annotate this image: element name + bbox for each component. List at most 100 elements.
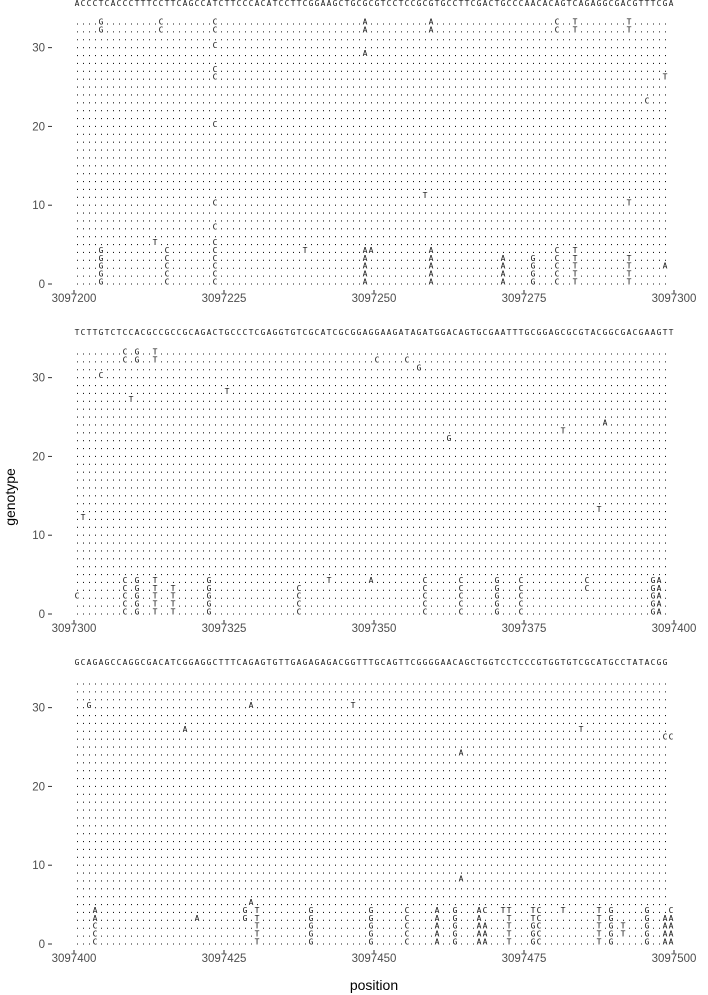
mutation-base: G <box>99 262 104 271</box>
mutation-base: G <box>243 914 248 923</box>
mutation-base: T <box>597 930 602 939</box>
mutation-base: A <box>363 246 368 255</box>
reference-base: C <box>531 658 536 667</box>
mutation-base: A <box>363 18 368 27</box>
mutation-halo <box>446 434 452 442</box>
reference-base: G <box>261 658 266 667</box>
mutation-base: A <box>657 576 662 585</box>
mutation-base: C <box>537 922 542 931</box>
reference-base: T <box>639 0 644 8</box>
mutation-halo <box>608 930 614 938</box>
y-tick-label: 10 <box>32 860 45 872</box>
reference-base: T <box>507 328 512 337</box>
reference-base: C <box>615 658 620 667</box>
reference-base: G <box>441 328 446 337</box>
mutation-base: G <box>495 600 500 609</box>
reference-base: C <box>81 658 86 667</box>
mutation-base: G <box>453 914 458 923</box>
mutation-base: G <box>369 922 374 931</box>
mutation-halo <box>212 262 218 270</box>
mutation-base: A <box>501 278 506 287</box>
reference-base: C <box>237 328 242 337</box>
reference-base: C <box>285 0 290 8</box>
mutation-halo <box>152 608 158 615</box>
reference-base: T <box>249 328 254 337</box>
reference-base: A <box>501 328 506 337</box>
mutation-halo <box>554 18 560 25</box>
mutation-halo <box>626 270 632 278</box>
reference-base: G <box>291 658 296 667</box>
mutation-base: G <box>453 930 458 939</box>
mutation-halo <box>620 922 626 930</box>
mutation-base: T <box>507 930 512 939</box>
reference-base: A <box>333 658 338 667</box>
mutation-base: C <box>213 65 218 74</box>
reference-base: T <box>135 0 140 8</box>
mutation-base: G <box>453 906 458 915</box>
mutation-base: T <box>501 906 506 915</box>
mutation-halo <box>164 278 170 285</box>
mutation-halo <box>368 938 374 945</box>
mutation-base: C <box>213 278 218 287</box>
mutation-base: T <box>627 270 632 279</box>
reference-base: T <box>543 658 548 667</box>
reference-base: C <box>633 328 638 337</box>
reference-base: C <box>123 328 128 337</box>
mutation-base: G <box>135 600 140 609</box>
reference-base: T <box>603 658 608 667</box>
mutation-base: G <box>531 270 536 279</box>
mutation-halo <box>452 906 458 914</box>
mutation-base: G <box>609 930 614 939</box>
mutation-halo <box>350 701 356 709</box>
reference-base: T <box>429 328 434 337</box>
mutation-halo <box>362 270 368 278</box>
reference-base: C <box>81 0 86 8</box>
reference-base: C <box>237 0 242 8</box>
reference-base: G <box>663 658 668 667</box>
mutation-halo <box>434 938 440 945</box>
reference-base: G <box>477 328 482 337</box>
mutation-base: G <box>309 914 314 923</box>
reference-base: C <box>453 328 458 337</box>
mutation-halo <box>422 592 428 600</box>
reference-base: G <box>363 0 368 8</box>
mutation-halo <box>158 18 164 25</box>
mutation-base: C <box>165 278 170 287</box>
mutation-base: T <box>507 922 512 931</box>
reference-base: T <box>99 0 104 8</box>
mutation-base: G <box>135 608 140 617</box>
mutation-base: T <box>507 914 512 923</box>
mutation-halo <box>578 725 584 733</box>
mutation-halo <box>128 395 134 403</box>
mutation-base: A <box>663 930 668 939</box>
mutation-base: G <box>99 270 104 279</box>
reference-base: A <box>579 0 584 8</box>
mutation-base: G <box>99 254 104 263</box>
mutation-base: G <box>645 922 650 931</box>
mutation-halo <box>626 278 632 285</box>
reference-base: A <box>495 328 500 337</box>
reference-base: G <box>441 0 446 8</box>
reference-base: C <box>411 0 416 8</box>
reference-base: G <box>537 328 542 337</box>
reference-base: C <box>537 0 542 8</box>
reference-base: T <box>405 658 410 667</box>
mutation-halo <box>482 906 488 914</box>
reference-base: C <box>255 328 260 337</box>
reference-base: C <box>549 0 554 8</box>
mutation-halo <box>644 906 650 914</box>
mutation-base: A <box>435 906 440 915</box>
mutation-base: T <box>171 600 176 609</box>
reference-base: T <box>219 658 224 667</box>
reference-base: T <box>471 328 476 337</box>
mutation-base: T <box>171 584 176 593</box>
reference-base: C <box>237 658 242 667</box>
reference-base: A <box>459 658 464 667</box>
reference-base: T <box>435 0 440 8</box>
mutation-halo <box>554 254 560 262</box>
mutation-halo <box>452 914 458 922</box>
x-tick-label: 3097300 <box>52 623 97 635</box>
x-axis: 3097400 3097425 3097450 3097475 3097500 <box>52 950 696 965</box>
